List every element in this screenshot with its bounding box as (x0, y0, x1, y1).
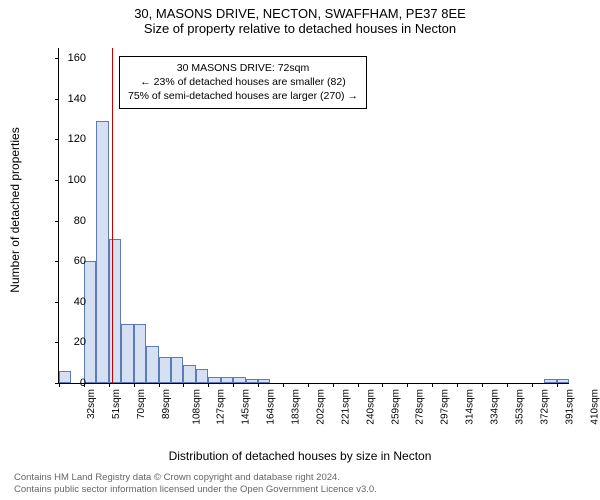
xtick-label: 334sqm (490, 389, 501, 425)
xtick-mark (457, 383, 458, 387)
xtick-label: 221sqm (340, 389, 351, 425)
histogram-bar (134, 324, 146, 383)
xtick-label: 410sqm (589, 389, 600, 425)
ytick-label: 160 (56, 52, 86, 64)
info-box-line: 75% of semi-detached houses are larger (… (128, 89, 358, 103)
x-axis-label: Distribution of detached houses by size … (0, 449, 600, 463)
xtick-label: 353sqm (515, 389, 526, 425)
xtick-mark (308, 383, 309, 387)
footer-line: Contains HM Land Registry data © Crown c… (14, 472, 377, 484)
xtick-label: 89sqm (161, 389, 172, 419)
property-marker-line (112, 48, 113, 383)
histogram-bar (171, 357, 183, 383)
xtick-mark (283, 383, 284, 387)
ytick-label: 100 (56, 174, 86, 186)
xtick-mark (382, 383, 383, 387)
xtick-label: 372sqm (539, 389, 550, 425)
chart-title: 30, MASONS DRIVE, NECTON, SWAFFHAM, PE37… (0, 6, 600, 21)
xtick-label: 391sqm (564, 389, 575, 425)
histogram-bar (146, 346, 158, 383)
histogram-bar (121, 324, 133, 383)
ytick-label: 60 (56, 255, 86, 267)
footer-line: Contains public sector information licen… (14, 484, 377, 496)
xtick-label: 51sqm (111, 389, 122, 419)
histogram-bar (246, 379, 258, 383)
xtick-mark (333, 383, 334, 387)
histogram-bar (233, 377, 245, 383)
ytick-label: 0 (56, 377, 86, 389)
xtick-mark (432, 383, 433, 387)
ytick-label: 140 (56, 93, 86, 105)
xtick-mark (557, 383, 558, 387)
ytick-label: 80 (56, 215, 86, 227)
histogram-bar (208, 377, 220, 383)
xtick-label: 164sqm (266, 389, 277, 425)
histogram-bar (196, 369, 208, 383)
info-box: 30 MASONS DRIVE: 72sqm← 23% of detached … (119, 56, 367, 109)
histogram-bar (544, 379, 556, 383)
xtick-mark (532, 383, 533, 387)
chart-plot-area: 32sqm51sqm70sqm89sqm108sqm127sqm145sqm16… (58, 48, 569, 384)
xtick-mark (183, 383, 184, 387)
xtick-label: 314sqm (465, 389, 476, 425)
xtick-label: 145sqm (241, 389, 252, 425)
histogram-bar (183, 365, 195, 383)
y-axis-label: Number of detached properties (8, 127, 22, 292)
xtick-label: 183sqm (291, 389, 302, 425)
info-box-line: 30 MASONS DRIVE: 72sqm (128, 61, 358, 75)
xtick-label: 202sqm (315, 389, 326, 425)
histogram-bar (96, 121, 108, 383)
xtick-mark (233, 383, 234, 387)
xtick-label: 297sqm (440, 389, 451, 425)
xtick-mark (407, 383, 408, 387)
chart-subtitle: Size of property relative to detached ho… (0, 21, 600, 36)
xtick-mark (258, 383, 259, 387)
histogram-bar (221, 377, 233, 383)
ytick-label: 120 (56, 133, 86, 145)
ytick-label: 40 (56, 296, 86, 308)
xtick-label: 259sqm (390, 389, 401, 425)
xtick-mark (482, 383, 483, 387)
xtick-label: 240sqm (365, 389, 376, 425)
xtick-label: 278sqm (415, 389, 426, 425)
info-box-line: ← 23% of detached houses are smaller (82… (128, 75, 358, 89)
ytick-label: 20 (56, 336, 86, 348)
xtick-mark (507, 383, 508, 387)
xtick-mark (134, 383, 135, 387)
histogram-bar (258, 379, 270, 383)
xtick-mark (159, 383, 160, 387)
xtick-label: 108sqm (191, 389, 202, 425)
xtick-label: 127sqm (216, 389, 227, 425)
histogram-bar (557, 379, 569, 383)
xtick-mark (358, 383, 359, 387)
xtick-mark (109, 383, 110, 387)
xtick-label: 32sqm (86, 389, 97, 419)
xtick-label: 70sqm (136, 389, 147, 419)
histogram-bar (159, 357, 171, 383)
xtick-mark (208, 383, 209, 387)
footer-attribution: Contains HM Land Registry data © Crown c… (14, 472, 377, 496)
histogram-bar (84, 261, 96, 383)
